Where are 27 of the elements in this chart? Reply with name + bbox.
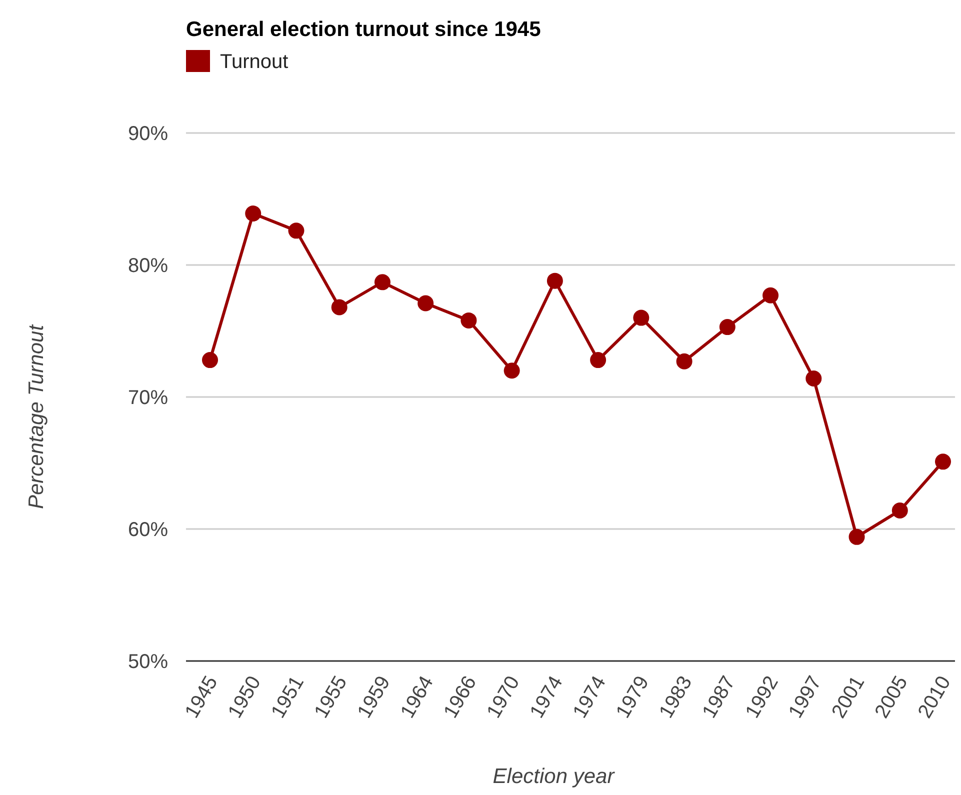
point <box>546 272 563 289</box>
y-tick-label: 70% <box>128 387 168 409</box>
point <box>590 352 606 368</box>
point <box>676 353 692 370</box>
point <box>374 274 390 290</box>
chart-title: General election turnout since 1945 <box>186 18 542 41</box>
point <box>245 206 262 222</box>
y-tick-label: 80% <box>128 255 168 277</box>
legend-label: Turnout <box>220 51 289 73</box>
y-tick-label: 60% <box>128 519 168 541</box>
point <box>288 222 304 239</box>
point <box>892 502 908 519</box>
y-axis-title: Percentage Turnout <box>25 324 48 510</box>
y-tick-label: 50% <box>128 651 168 673</box>
point <box>848 528 865 545</box>
point <box>202 352 218 368</box>
point <box>719 319 736 336</box>
point <box>460 312 477 328</box>
point <box>331 299 348 316</box>
point <box>633 310 650 326</box>
point <box>504 362 520 379</box>
point <box>806 370 822 387</box>
point <box>418 295 434 312</box>
x-axis-title: Election year <box>492 765 616 788</box>
y-tick-label: 90% <box>128 123 168 145</box>
point <box>935 454 951 470</box>
point <box>762 287 779 304</box>
